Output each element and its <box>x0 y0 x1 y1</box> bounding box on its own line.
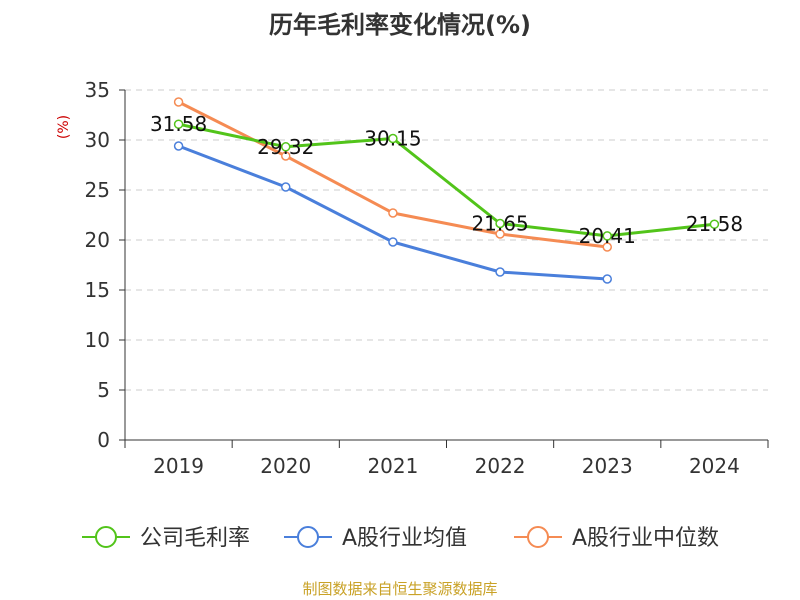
x-tick-label: 2022 <box>475 454 526 478</box>
legend-item: A股行业中位数 <box>514 526 719 551</box>
series-layer <box>173 97 720 284</box>
series-1 <box>173 141 612 284</box>
data-label: 31.58 <box>150 112 207 136</box>
data-labels: 31.58 29.32 30.15 21.65 20.41 21.58 <box>150 112 743 248</box>
data-point <box>602 242 612 252</box>
data-point <box>495 267 505 277</box>
series-0 <box>173 119 720 241</box>
legend-item: A股行业均值 <box>284 526 467 551</box>
data-label: 20.41 <box>579 224 636 248</box>
y-tick-label: 15 <box>85 278 110 302</box>
data-point <box>388 237 398 247</box>
data-label: 21.65 <box>471 212 528 236</box>
y-tick-label: 25 <box>85 178 110 202</box>
data-point <box>281 151 291 161</box>
data-point <box>709 219 720 229</box>
y-tick-label: 0 <box>97 428 110 452</box>
y-tick-label: 10 <box>85 328 110 352</box>
data-point <box>602 274 612 284</box>
x-tick-label: 2021 <box>367 454 418 478</box>
chart-title: 历年毛利率变化情况(%) <box>269 11 531 39</box>
y-tick-label: 20 <box>85 228 110 252</box>
source-note: 制图数据来自恒生聚源数据库 <box>302 580 497 598</box>
data-point <box>495 229 505 239</box>
data-point <box>388 133 398 144</box>
legend-marker <box>95 526 117 548</box>
legend-label: 公司毛利率 <box>140 526 250 551</box>
x-tick-label: 2019 <box>153 454 204 478</box>
x-tick-label: 2023 <box>582 454 633 478</box>
data-point <box>173 97 184 107</box>
data-point <box>388 208 398 218</box>
series-line <box>178 122 715 238</box>
series-line <box>177 100 608 249</box>
data-point <box>173 141 184 151</box>
data-label: 30.15 <box>364 127 421 151</box>
data-point <box>281 142 291 152</box>
x-tick-label: 2020 <box>260 454 311 478</box>
y-tick-label: 30 <box>85 128 110 152</box>
legend-marker <box>527 526 549 548</box>
data-point <box>602 231 612 241</box>
data-point <box>173 119 184 129</box>
legend-marker <box>297 526 319 548</box>
axes: 0 5 10 15 20 25 30 35 2019 2020 2021 2022 2023 2024 <box>85 78 769 478</box>
y-axis-label: (%) <box>56 115 72 139</box>
legend: 公司毛利率 A股行业均值 A股行业中位数 <box>82 526 719 551</box>
y-tick-label: 5 <box>97 378 110 402</box>
legend-label: A股行业均值 <box>342 526 467 551</box>
x-tick-label: 2024 <box>689 454 740 478</box>
data-point <box>281 182 291 192</box>
legend-label: A股行业中位数 <box>572 526 719 551</box>
legend-item: 公司毛利率 <box>82 526 250 551</box>
data-label: 29.32 <box>257 135 314 159</box>
y-tick-label: 35 <box>85 78 110 102</box>
grid <box>125 89 768 391</box>
data-point <box>495 218 505 229</box>
data-label: 21.58 <box>686 212 743 236</box>
